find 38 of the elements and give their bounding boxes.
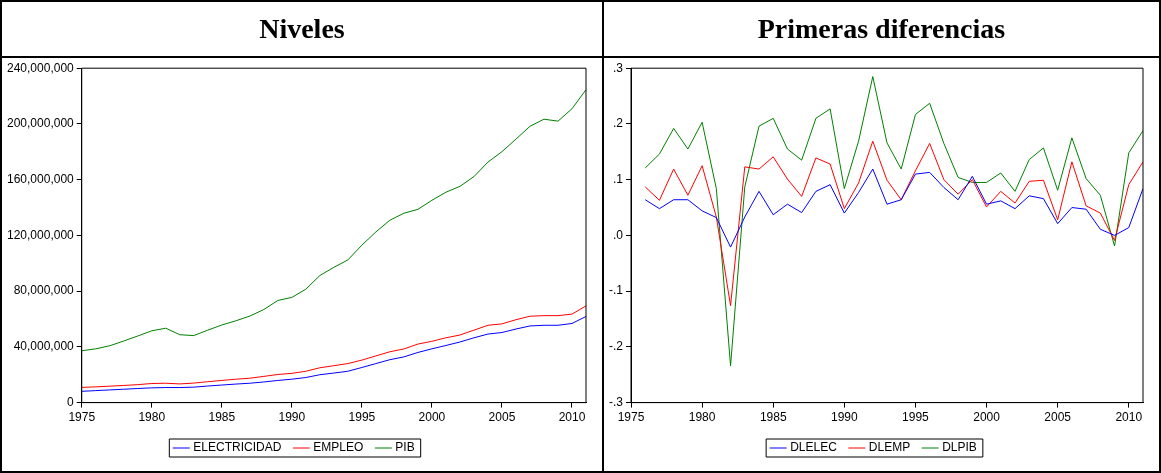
y-tick-label: 200,000,000 xyxy=(7,116,75,131)
y-tick-label: .2 xyxy=(612,116,624,131)
legend-label: DLEMP xyxy=(868,440,911,455)
x-tick-label: 1980 xyxy=(138,410,166,425)
y-tick-label: 40,000,000 xyxy=(13,339,75,354)
x-tick-label: 1980 xyxy=(688,410,716,425)
legend-label: DLELEC xyxy=(790,440,838,455)
y-tick-label: 80,000,000 xyxy=(13,283,75,298)
y-tick-label: 160,000,000 xyxy=(7,171,75,186)
legend-label: PIB xyxy=(395,440,415,455)
x-tick-label: 1995 xyxy=(902,410,930,425)
y-tick-label: -.1 xyxy=(608,283,624,298)
x-tick-label: 2010 xyxy=(558,410,586,425)
y-tick-label: .3 xyxy=(612,60,624,75)
x-tick-label: 2010 xyxy=(1115,410,1143,425)
y-tick-label: .0 xyxy=(612,227,624,242)
x-tick-label: 2000 xyxy=(973,410,1001,425)
y-tick-label: 240,000,000 xyxy=(7,60,75,75)
x-tick-label: 1985 xyxy=(208,410,236,425)
chart-title: Primeras diferencias xyxy=(603,2,1159,58)
legend-label: ELECTRICIDAD xyxy=(193,440,282,455)
x-tick-label: 1985 xyxy=(759,410,787,425)
chart-title: Niveles xyxy=(2,2,602,58)
legend-label: EMPLEO xyxy=(313,440,364,455)
x-tick-label: 2005 xyxy=(1044,410,1072,425)
y-tick-label: 120,000,000 xyxy=(7,227,75,242)
y-tick-label: -.2 xyxy=(608,339,624,354)
x-tick-label: 1995 xyxy=(348,410,376,425)
y-tick-label: .1 xyxy=(612,171,624,186)
y-tick-label: -.3 xyxy=(608,394,624,409)
x-tick-label: 1975 xyxy=(617,410,645,425)
x-tick-label: 2000 xyxy=(418,410,446,425)
legend-label: DLPIB xyxy=(942,440,977,455)
y-tick-label: 0 xyxy=(67,394,75,409)
x-tick-label: 1975 xyxy=(68,410,96,425)
x-tick-label: 1990 xyxy=(830,410,858,425)
x-tick-label: 1990 xyxy=(278,410,306,425)
x-tick-label: 2005 xyxy=(488,410,516,425)
